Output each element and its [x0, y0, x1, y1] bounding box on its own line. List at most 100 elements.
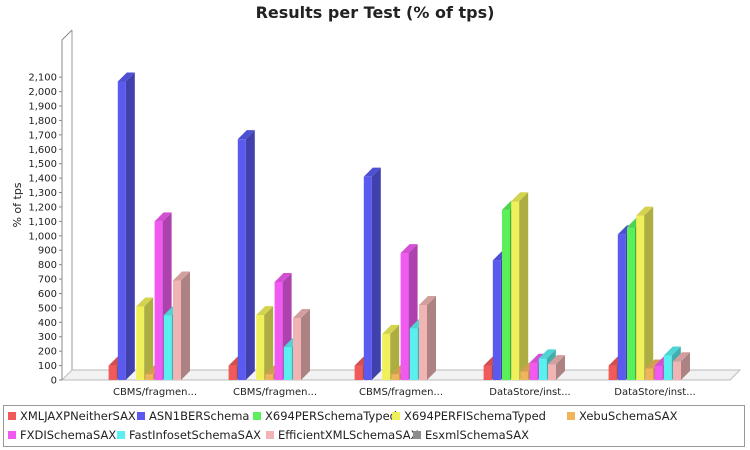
bar-front — [663, 355, 672, 380]
legend-swatch — [137, 412, 145, 420]
y-tick-label: 0 — [51, 376, 57, 387]
bar — [256, 306, 274, 380]
legend-swatch — [8, 412, 16, 420]
bar-top — [538, 349, 556, 359]
bar-top — [663, 346, 681, 356]
y-tick-label: 1,700 — [28, 130, 57, 141]
y-tick-label: 600 — [38, 289, 57, 300]
bar-side — [301, 308, 310, 380]
y-tick-label: 1,900 — [28, 102, 57, 113]
bar-front — [520, 371, 529, 380]
bar-front — [265, 374, 274, 380]
bar-front — [354, 365, 363, 380]
bar — [237, 130, 255, 380]
bar-front — [400, 253, 409, 380]
bar-front — [382, 333, 391, 380]
bar-front — [673, 361, 681, 380]
legend-label: XebuSchemaSAX — [579, 409, 678, 423]
legend-label: XMLJAXPNeitherSAX — [20, 409, 136, 423]
bar-top — [400, 244, 418, 254]
y-tick-label: 1,100 — [28, 217, 57, 228]
y-tick-label: 1,000 — [28, 231, 57, 242]
legend-item: XMLJAXPNeitherSAX — [8, 409, 136, 423]
bar-front — [108, 365, 117, 380]
chart-canvas: Results per Test (% of tps) % of tps 0 10… — [11, 3, 742, 398]
legend-label: FXDISchemaSAX — [20, 428, 117, 442]
bar — [136, 297, 154, 380]
y-tick-label: 1,300 — [28, 188, 57, 199]
bar-front — [617, 234, 626, 380]
bar-side — [264, 306, 274, 380]
legend-swatch — [8, 431, 16, 439]
legend-item: EsxmlSchemaSAX — [413, 428, 529, 442]
bar-front — [391, 374, 400, 380]
bar — [293, 308, 310, 380]
bar-side — [427, 296, 436, 380]
bar-front — [645, 368, 654, 380]
bar-front — [636, 215, 645, 380]
y-tick-label: 700 — [38, 275, 57, 286]
y-tick-label: 1,600 — [28, 145, 57, 156]
y-tick-label: 100 — [38, 361, 57, 372]
bar-side — [144, 297, 154, 380]
bar-front — [483, 365, 492, 380]
bar-front — [363, 176, 372, 380]
legend-label: X694PERSchemaTyped — [265, 409, 397, 423]
bar-front — [154, 221, 163, 380]
bar-front — [117, 81, 126, 381]
x-tick-label: CBMS/fragmen... — [113, 387, 197, 398]
y-tick-label: 2,000 — [28, 87, 57, 98]
bar-front — [608, 365, 617, 380]
bar-front — [654, 365, 663, 380]
legend-label: EsxmlSchemaSAX — [425, 428, 529, 442]
bar-side — [181, 271, 190, 380]
bar — [511, 192, 529, 380]
legend-swatch — [567, 412, 575, 420]
bar-top — [363, 167, 381, 177]
bar-top — [636, 206, 654, 216]
bar-front — [283, 346, 292, 380]
bar-front — [502, 209, 510, 380]
bar-front — [627, 227, 635, 380]
y-axis-label: % of tps — [11, 182, 24, 227]
legend-item: ASN1BERSchema — [137, 409, 249, 423]
bar-top — [173, 271, 190, 281]
y-tick-label: 1,800 — [28, 116, 57, 127]
y-tick-label: 400 — [38, 318, 57, 329]
y-axis-top-edge — [61, 29, 73, 41]
bar — [382, 324, 400, 380]
bar-side — [519, 192, 529, 380]
legend-swatch — [117, 431, 125, 439]
bar-top — [154, 212, 172, 222]
bar-side — [245, 130, 255, 380]
legend-label: ASN1BERSchema — [149, 409, 250, 423]
bar-top — [117, 72, 135, 82]
legend-swatch — [253, 412, 261, 420]
y-tick-label: 800 — [38, 260, 57, 271]
x-tick-label: CBMS/fragmen... — [359, 387, 443, 398]
bar-top — [511, 192, 529, 202]
y-tick-label: 200 — [38, 347, 57, 358]
bar-front — [492, 260, 501, 380]
bar — [117, 72, 135, 381]
legend-item: XebuSchemaSAX — [567, 409, 678, 423]
legend-swatch — [413, 431, 421, 439]
bar — [173, 271, 190, 380]
bar-top — [673, 352, 690, 362]
bar-top — [645, 359, 663, 369]
bar-front — [409, 328, 418, 380]
bar-front — [548, 364, 556, 380]
bar-front — [293, 317, 301, 380]
bar-side — [390, 324, 400, 380]
bar-top — [237, 130, 255, 140]
bar — [636, 206, 654, 380]
bar-front — [529, 362, 538, 380]
bar-front — [145, 374, 154, 380]
bar-front — [274, 281, 283, 380]
legend-label: EfficientXMLSchemaSAX — [278, 428, 419, 442]
bar-front — [228, 365, 237, 380]
legend-label: X694PERFISchemaTyped — [404, 409, 546, 423]
x-tick-label: DataStore/inst... — [614, 387, 695, 398]
legend-item: EfficientXMLSchemaSAX — [266, 428, 418, 442]
